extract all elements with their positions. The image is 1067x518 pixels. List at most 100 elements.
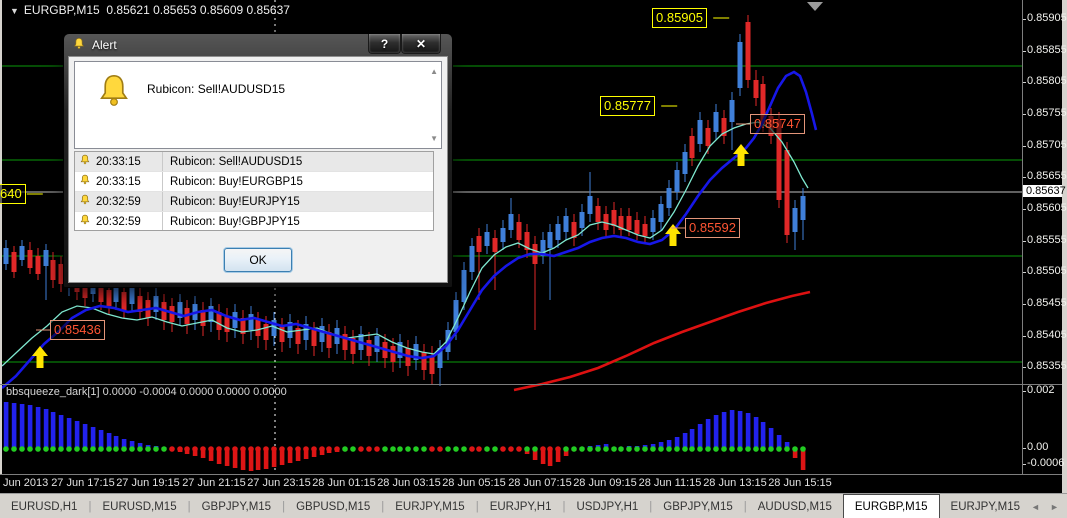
signal-dot (216, 446, 222, 452)
signal-dot (121, 446, 127, 452)
signal-dot (145, 446, 151, 452)
buy-arrow-icon (733, 144, 749, 166)
alert-row[interactable]: 20:33:15 Rubicon: Sell!AUDUSD15 (75, 152, 433, 172)
chart-tab-eurjpy-h1[interactable]: EURJPY,H1 (489, 500, 552, 513)
candle-body (224, 316, 230, 332)
pane-separator[interactable] (0, 384, 1062, 385)
histogram-bar (658, 442, 664, 448)
chart-tab-audusd-m15[interactable]: AUDUSD,M15 (757, 500, 832, 513)
price-tag-label: 0.85777 (600, 96, 655, 116)
tab-divider: | (282, 500, 286, 513)
chart-tab-gbpjpy-m15[interactable]: GBPJPY,M15 (663, 500, 733, 513)
alert-row[interactable]: 20:32:59 Rubicon: Buy!GBPJPY15 (75, 212, 433, 230)
alert-dialog-titlebar[interactable]: Alert ? ✕ (64, 34, 452, 56)
signal-dot (255, 446, 261, 452)
histogram-bar (303, 448, 309, 459)
alert-row[interactable]: 20:32:59 Rubicon: Buy!EURJPY15 (75, 192, 433, 212)
candle-body (129, 288, 135, 304)
ma-red-line (513, 290, 811, 392)
alert-row[interactable]: 20:33:15 Rubicon: Buy!EURGBP15 (75, 172, 433, 192)
time-axis-label: 28 Jun 03:15 (377, 477, 441, 489)
scroll-down-icon[interactable]: ▼ (430, 134, 438, 143)
chart-tab-usdjpy-h1[interactable]: USDJPY,H1 (576, 500, 639, 513)
signal-dot (682, 446, 688, 452)
bell-icon (95, 70, 133, 119)
candle-body (500, 228, 506, 242)
tab-divider: | (743, 500, 747, 513)
histogram-bar (66, 418, 72, 448)
alert-message-text: Rubicon: Sell!AUDUSD15 (147, 82, 286, 96)
tab-divider: | (381, 500, 385, 513)
candle-body (437, 348, 443, 368)
price-axis-label: -0.0006 (1023, 457, 1064, 469)
signal-dot (137, 446, 143, 452)
chart-tab-gbpjpy-m15[interactable]: GBPJPY,M15 (201, 500, 272, 513)
candle-body (666, 188, 672, 208)
histogram-bar (666, 440, 672, 448)
candle-body (374, 336, 380, 352)
candle-body (792, 208, 798, 232)
signal-dot (50, 446, 56, 452)
price-axis[interactable]: 0.85905 0.85855 0.85805 0.85755 0.85705 0.856… (1023, 0, 1067, 474)
chart-tab-bar: EURUSD,H1 | EURUSD,M15 | GBPJPY,M15 | GBPUSD,M… (0, 493, 1067, 518)
tab-divider: | (187, 500, 191, 513)
histogram-bar (792, 448, 798, 458)
chart-tab-gbpusd-m15[interactable]: GBPUSD,M15 (296, 500, 371, 513)
signal-dot (279, 446, 285, 452)
candle-body (547, 232, 553, 248)
histogram-bar (208, 448, 214, 461)
chart-dropdown-icon[interactable]: ▼ (10, 6, 19, 16)
tabs-scroll-right-icon[interactable]: ► (1049, 501, 1059, 512)
signal-dot (405, 446, 411, 452)
price-tag-label: 0.85436 (50, 320, 105, 340)
signal-dot (248, 446, 254, 452)
candle-body (760, 84, 766, 124)
chart-tab-eurjpy-m15[interactable]: EURJPY,M15 (950, 500, 1021, 513)
time-axis-label: 28 Jun 13:15 (703, 477, 767, 489)
signal-dot (421, 446, 427, 452)
chart-tab-eurgbp-m15[interactable]: EURGBP,M15 (842, 494, 940, 518)
signal-dot (11, 446, 17, 452)
chart-tab-eurusd-m15[interactable]: EURUSD,M15 (102, 500, 177, 513)
candle-body (200, 310, 206, 326)
signal-dot (98, 446, 104, 452)
candle-body (476, 236, 482, 252)
histogram-bar (90, 427, 96, 448)
histogram-bar (729, 410, 735, 448)
candle-body (98, 284, 104, 302)
alert-time: 20:32:59 (96, 195, 141, 208)
alert-text: Rubicon: Sell!AUDUSD15 (170, 155, 303, 168)
time-axis-separator (0, 474, 1062, 475)
candle-body (634, 220, 640, 234)
signal-dot (784, 446, 790, 452)
signal-dot (650, 446, 656, 452)
histogram-bar (263, 448, 269, 469)
candle-body (35, 256, 41, 274)
histogram-bar (74, 421, 80, 448)
candle-body (453, 300, 459, 332)
candle-body (611, 210, 617, 226)
histogram-bar (19, 404, 25, 448)
close-button[interactable]: ✕ (401, 34, 441, 54)
signal-dot (374, 446, 380, 452)
signal-dot (721, 446, 727, 452)
ma-blue-line (2, 70, 818, 389)
candle-body (555, 224, 561, 240)
tabs-scroll-left-icon[interactable]: ◄ (1031, 501, 1040, 512)
candle-body (563, 216, 569, 232)
help-button[interactable]: ? (368, 34, 401, 54)
bell-icon (72, 37, 86, 54)
chart-tab-eurusd-h1[interactable]: EURUSD,H1 (11, 500, 78, 513)
time-axis-label: 27 Jun 21:15 (182, 477, 246, 489)
buy-arrow-icon (665, 224, 681, 246)
axis-separator (1022, 0, 1023, 474)
chart-tab-eurjpy-m15[interactable]: EURJPY,M15 (395, 500, 465, 513)
price-axis-label: 0.85605 (1023, 202, 1067, 214)
signal-dot (476, 446, 482, 452)
price-axis-label: 0.85905 (1023, 12, 1067, 24)
signal-dot (319, 446, 325, 452)
ok-button[interactable]: OK (224, 248, 292, 272)
signal-dot (500, 446, 506, 452)
scroll-up-icon[interactable]: ▲ (430, 67, 438, 76)
